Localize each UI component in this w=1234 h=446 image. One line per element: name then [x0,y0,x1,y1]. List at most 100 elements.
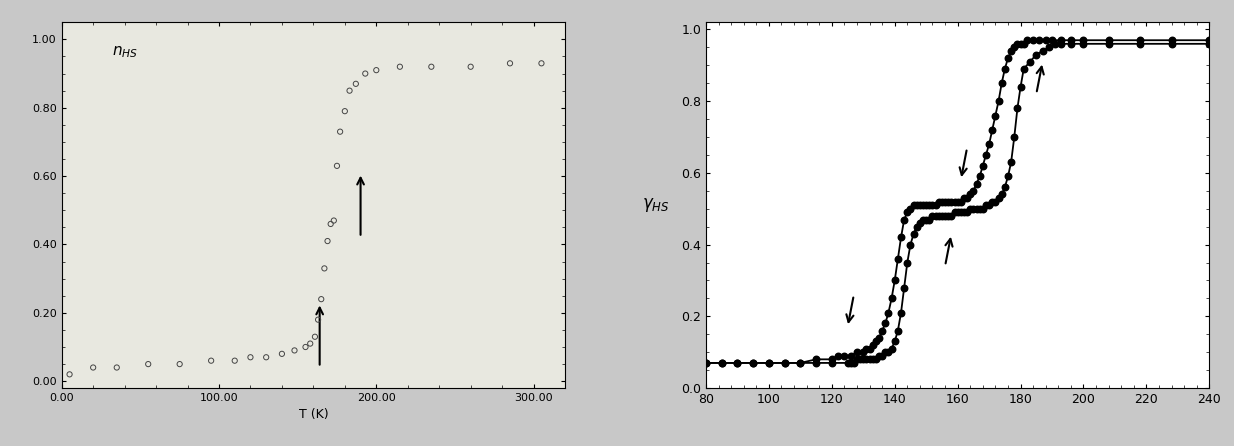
Point [923,212,943,219]
Point [325,217,344,224]
Point [992,191,1012,198]
Point [913,202,933,209]
Point [311,296,331,303]
Point [775,359,795,367]
Point [1039,44,1059,51]
Point [366,66,386,74]
Point [844,359,864,367]
Point [964,205,983,212]
Point [1074,40,1093,47]
Point [838,359,858,367]
Point [83,364,102,371]
Point [913,216,933,223]
Point [327,162,347,169]
Point [834,352,854,359]
Point [903,230,923,237]
Point [225,357,244,364]
Point [951,209,971,216]
Point [929,198,949,205]
Point [1061,37,1081,44]
Point [897,209,917,216]
Point [696,359,716,367]
Point [138,360,158,368]
Point [869,334,888,341]
Text: $n_{HS}$: $n_{HS}$ [112,44,138,60]
Point [806,359,826,367]
Point [972,162,992,169]
Point [872,352,892,359]
Point [879,309,898,316]
Point [1035,37,1055,44]
Point [828,352,848,359]
Point [1061,40,1081,47]
Point [856,345,876,352]
Point [923,202,943,209]
Point [712,359,732,367]
Point [932,212,951,219]
Point [869,352,888,359]
Point [1161,40,1181,47]
Point [888,256,908,263]
Point [980,140,1000,148]
Point [107,364,127,371]
Point [791,359,811,367]
Point [891,234,911,241]
Point [1130,37,1150,44]
Point [317,237,337,244]
Point [712,359,732,367]
Point [901,241,921,248]
Point [346,80,365,87]
Point [988,98,1008,105]
Point [500,60,520,67]
Point [1011,40,1030,47]
Point [926,202,945,209]
Point [1029,37,1049,44]
Point [982,198,1002,205]
Point [1074,37,1093,44]
Point [1004,133,1024,140]
Point [885,277,905,284]
Point [355,70,375,77]
Point [847,356,866,363]
Point [948,209,967,216]
Point [850,356,870,363]
Point [840,352,860,359]
Point [257,354,276,361]
Point [1021,58,1040,65]
Point [460,63,480,70]
Point [1199,37,1219,44]
Point [1130,40,1150,47]
Point [860,356,880,363]
Point [917,202,937,209]
Point [1098,37,1118,44]
Point [926,212,945,219]
Point [759,359,779,367]
Point [919,216,939,223]
Point [885,338,905,345]
Point [743,359,763,367]
Point [863,356,882,363]
Point [954,209,974,216]
Point [696,359,716,367]
Point [854,349,874,356]
Point [882,295,902,302]
Point [201,357,221,364]
Point [872,327,892,334]
Point [995,184,1014,191]
Point [743,359,763,367]
Point [986,198,1006,205]
Point [897,259,917,266]
Point [1199,40,1219,47]
Point [875,349,895,356]
Point [59,371,79,378]
Point [982,126,1002,133]
Point [315,265,334,272]
Point [1007,105,1027,112]
Point [903,202,923,209]
Point [1033,47,1053,54]
Point [992,80,1012,87]
Point [966,205,986,212]
Point [964,187,983,194]
Point [998,173,1018,180]
Point [938,198,958,205]
